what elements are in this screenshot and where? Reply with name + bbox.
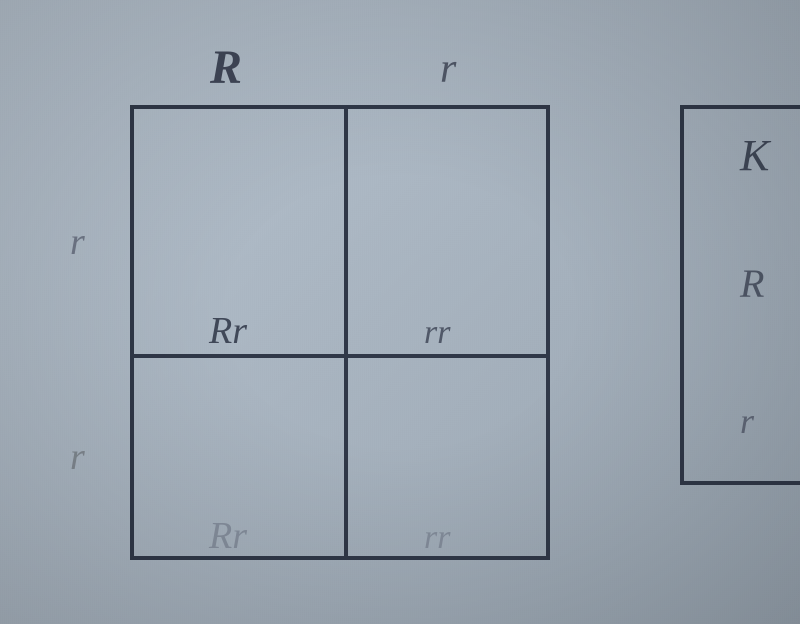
key-label-2: R — [740, 260, 764, 307]
key-label-1: K — [740, 130, 769, 181]
column-header-2: r — [440, 45, 456, 93]
key-label-3: r — [740, 400, 754, 442]
row-header-2: r — [70, 435, 85, 479]
vertical-divider — [344, 109, 348, 556]
genotype-cell-2-2: rr — [424, 519, 450, 557]
genotype-cell-1-2: rr — [424, 314, 450, 352]
column-header-1: R — [210, 40, 242, 95]
punnett-grid: Rr rr Rr rr — [130, 105, 550, 560]
row-header-1: r — [70, 220, 85, 264]
genotype-cell-2-1: Rr — [209, 514, 247, 558]
horizontal-divider — [134, 354, 546, 358]
genotype-cell-1-1: Rr — [209, 309, 247, 353]
